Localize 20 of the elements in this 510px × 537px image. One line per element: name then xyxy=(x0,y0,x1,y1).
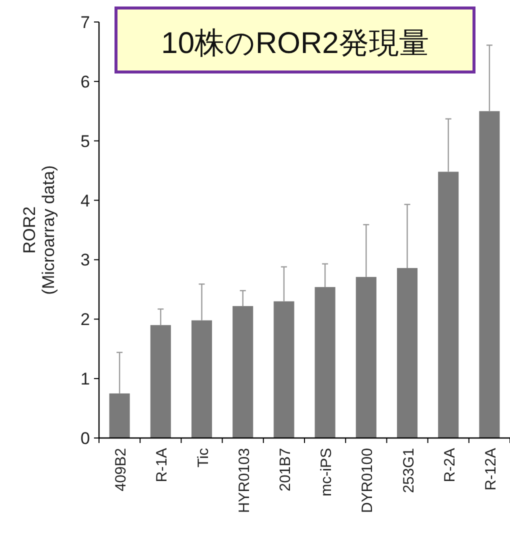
x-tick-label: R-1A xyxy=(154,448,171,482)
y-tick-label: 3 xyxy=(80,250,90,270)
x-tick-label: 201B7 xyxy=(276,448,294,492)
y-tick-label: 1 xyxy=(80,370,90,389)
y-tick-label: 2 xyxy=(80,310,90,330)
x-tick-label: R-12A xyxy=(482,448,500,491)
x-tick-label: DYR0100 xyxy=(359,448,376,514)
chart-title: 10株のROR2発現量 xyxy=(161,27,429,60)
x-tick-label: mc-iPS xyxy=(318,448,336,496)
y-axis-title: ROR2 (Microarray data) xyxy=(20,165,58,295)
y-tick-label: 5 xyxy=(80,132,90,151)
x-tick-label: Tic xyxy=(194,448,212,468)
x-tick-label: 253G1 xyxy=(400,448,418,494)
x-tick-label: R-2A xyxy=(441,448,458,482)
y-tick-label: 4 xyxy=(80,191,90,210)
y-tick-label: 0 xyxy=(80,429,90,448)
x-tick-label: 409B2 xyxy=(112,448,130,492)
x-tick-label: HYR0103 xyxy=(236,448,253,514)
y-tick-label: 6 xyxy=(80,72,90,92)
y-tick-label: 7 xyxy=(80,13,90,32)
